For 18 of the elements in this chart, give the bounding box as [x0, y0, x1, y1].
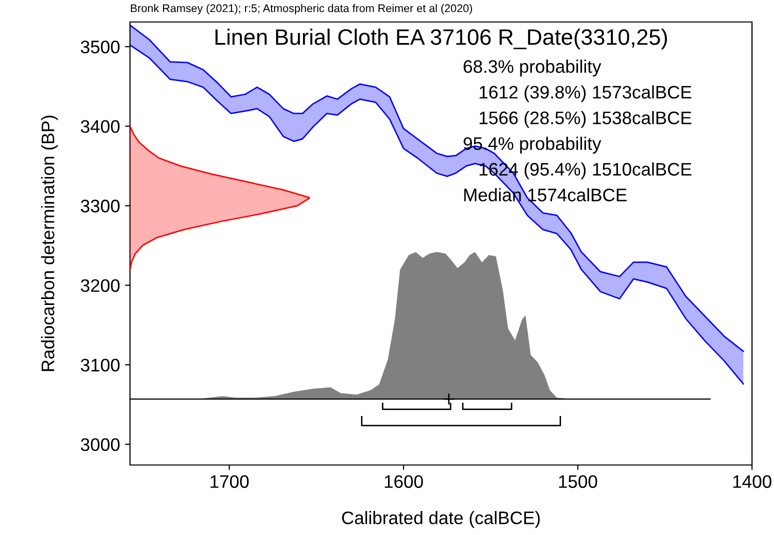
y-tick-label: 3500 — [80, 40, 120, 54]
x-tick-label: 1500 — [559, 475, 598, 488]
y-tick-label: 3100 — [80, 358, 120, 372]
y-tick-label: 3300 — [80, 200, 120, 212]
chart-title: Linen Burial Cloth EA 37106 R_Date(3310,25) — [216, 28, 667, 50]
annotation: 95.4% probability — [464, 136, 602, 154]
annotation: 68.3% probability — [464, 60, 602, 76]
y-tick-label: 3400 — [80, 120, 120, 133]
x-tick-label: 1400 — [733, 475, 772, 488]
y-axis-title: Radiocarbon determination (BP) — [41, 116, 58, 371]
x-tick-label: 1700 — [210, 475, 249, 488]
y-tick-label: 3000 — [80, 438, 120, 452]
x-axis-title: Calibrated date (calBCE) — [342, 511, 540, 528]
y-tick-label: 3200 — [80, 279, 120, 292]
x-tick-label: 1600 — [384, 475, 423, 488]
annotation: 1566 (28.5%) 1538calBCE — [480, 111, 692, 128]
text: Bronk Ramsey (2021); r:5; Atmospheric data from Reimer et al (2020) — [130, 4, 472, 14]
annotation: 1612 (39.8%) 1573calBCE — [480, 85, 692, 102]
